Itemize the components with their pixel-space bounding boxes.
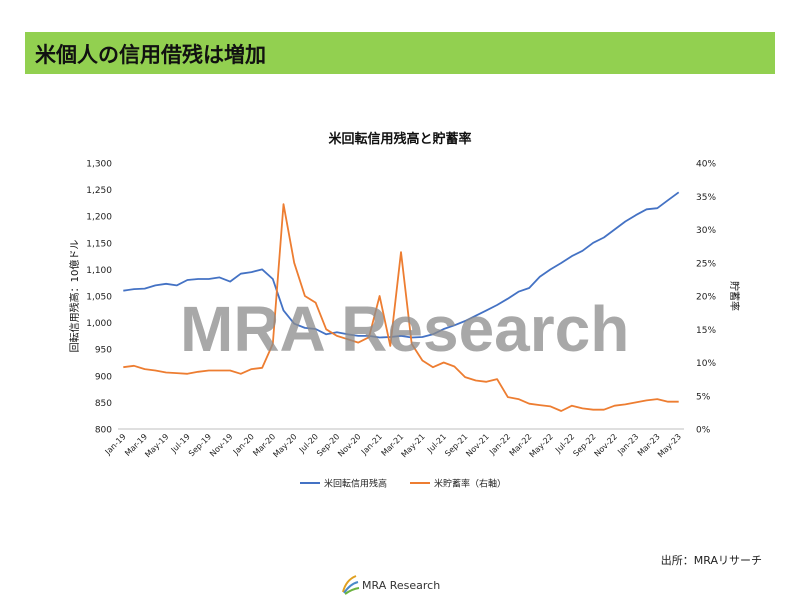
x-tick-label: May-22 <box>528 432 555 459</box>
y2-tick-label: 35% <box>696 193 716 203</box>
page-title: 米個人の信用借残は増加 <box>35 43 266 67</box>
series-line-1 <box>123 191 680 339</box>
logo-icon <box>342 575 360 595</box>
x-tick-label: Nov-22 <box>593 432 619 458</box>
y-tick-label: 850 <box>95 399 112 409</box>
y2-tick-label: 0% <box>696 426 711 436</box>
logo-text: MRA Research <box>362 579 441 592</box>
y-tick-label: 1,200 <box>86 213 112 223</box>
y2-tick-label: 25% <box>696 259 716 269</box>
series-line-2 <box>123 203 679 412</box>
x-tick-label: Nov-19 <box>208 432 234 458</box>
y-tick-label: 1,150 <box>86 239 112 249</box>
y2-tick-label: 30% <box>696 226 716 236</box>
y-tick-label: 1,050 <box>86 293 112 303</box>
x-tick-label: May-21 <box>400 432 427 459</box>
legend-label-2: 米貯蓄率（右軸） <box>434 478 506 490</box>
x-tick-label: Nov-20 <box>336 432 362 458</box>
source-note: 出所：MRAリサーチ <box>660 554 762 567</box>
y2-tick-label: 20% <box>696 293 716 303</box>
x-tick-label: May-23 <box>656 432 683 459</box>
x-tick-label: May-19 <box>143 432 170 459</box>
header-bar: 米個人の信用借残は増加 <box>25 32 775 74</box>
y-tick-label: 1,300 <box>86 160 112 170</box>
y-tick-label: 1,250 <box>86 186 112 196</box>
y-tick-label: 800 <box>95 426 112 436</box>
y2-tick-label: 40% <box>696 160 716 170</box>
y2-axis-title: 貯蓄率 <box>728 281 741 311</box>
y-tick-label: 900 <box>95 372 112 382</box>
y-tick-label: 1,100 <box>86 266 112 276</box>
x-tick-label: Nov-21 <box>464 432 490 458</box>
y2-tick-label: 10% <box>696 359 716 369</box>
y-tick-label: 1,000 <box>86 319 112 329</box>
y2-tick-label: 5% <box>696 392 711 402</box>
chart-title: 米回転信用残高と貯蓄率 <box>328 131 471 147</box>
y2-tick-label: 15% <box>696 326 716 336</box>
watermark: MRA Research <box>180 293 630 365</box>
x-tick-label: May-20 <box>271 432 298 459</box>
y-axis-title: 回転信用残高：10億ドル <box>68 240 81 353</box>
y-tick-label: 950 <box>95 346 112 356</box>
legend-label-1: 米回転信用残高 <box>324 478 387 490</box>
